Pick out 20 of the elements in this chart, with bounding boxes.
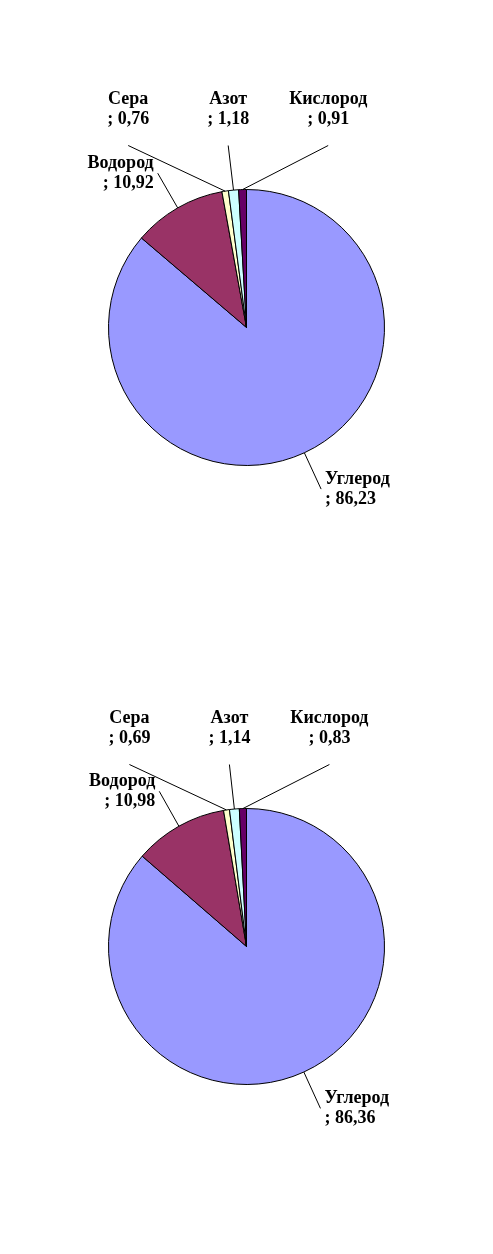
slice-label: Азот xyxy=(209,88,248,109)
data-label: ; 10,92 xyxy=(102,171,154,192)
data-label: ; 1,18 xyxy=(207,108,250,129)
data-label: ; 86,23 xyxy=(325,487,377,508)
data-label: ; 86,36 xyxy=(324,1107,376,1128)
data-label: ; 0,69 xyxy=(108,727,151,748)
slice-label: Кислород xyxy=(290,707,369,728)
data-label: ; 0,76 xyxy=(107,108,150,129)
slice-label: Азот xyxy=(210,707,249,728)
data-label: ; 0,83 xyxy=(308,727,351,748)
slice-label: Водород xyxy=(89,769,156,790)
slice-label: Углерод xyxy=(324,1087,390,1108)
slice-label: Сера xyxy=(109,707,150,728)
data-label: ; 10,98 xyxy=(104,789,156,810)
slice-label: Углерод xyxy=(325,467,390,488)
slice-label: Водород xyxy=(87,151,154,172)
slice-label: Сера xyxy=(108,88,149,109)
slice-label: Кислород xyxy=(289,88,368,109)
data-label: ; 1,14 xyxy=(208,727,251,748)
data-label: ; 0,91 xyxy=(307,108,350,129)
